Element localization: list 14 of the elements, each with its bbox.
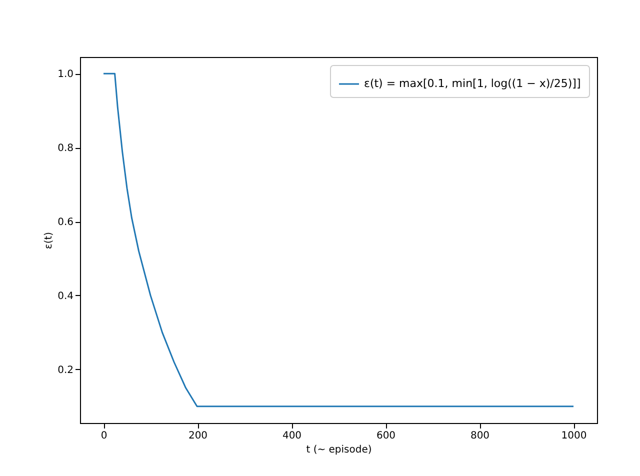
x-axis-title: t (~ episode): [306, 444, 372, 456]
x-tick-label: 800: [470, 430, 490, 442]
y-tick-label: 0.8: [58, 143, 74, 154]
legend-label: ε(t) = max[0.1, min[1, log((1 − x)/25)]]: [364, 77, 581, 90]
x-tick-label: 1000: [561, 430, 587, 442]
y-tick-label: 0.4: [58, 290, 74, 302]
x-tick-label: 200: [188, 430, 208, 442]
y-tick-label: 0.2: [58, 364, 74, 376]
x-tick-label: 600: [376, 430, 396, 442]
y-tick-label: 0.6: [58, 217, 74, 228]
x-tick-label: 0: [100, 430, 108, 442]
y-tick-label: 1.0: [58, 69, 74, 80]
x-tick-label: 400: [282, 430, 302, 442]
y-axis-title: ε(t): [44, 232, 55, 250]
